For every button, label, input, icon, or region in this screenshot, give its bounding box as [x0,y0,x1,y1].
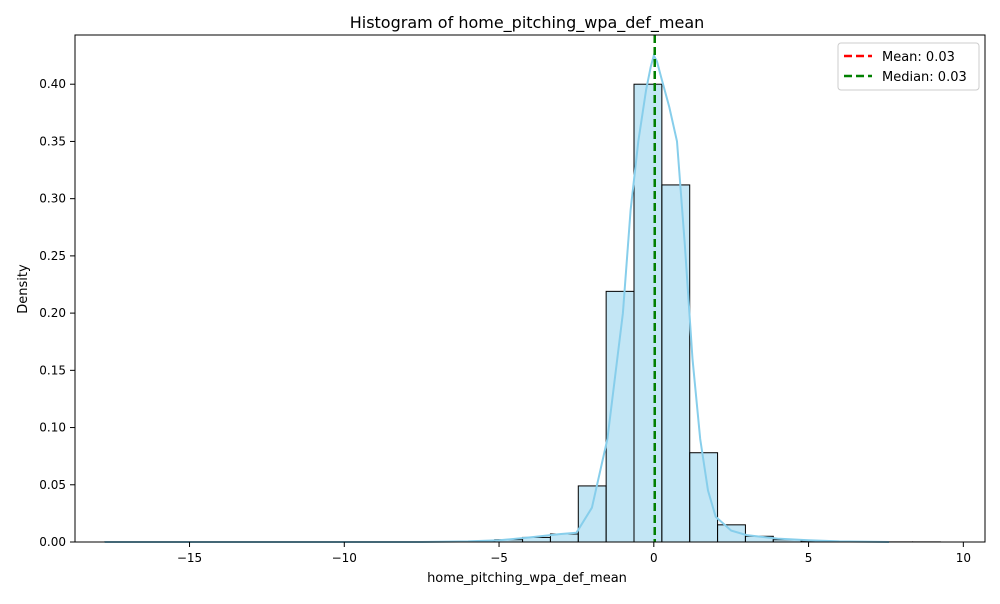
x-tick-label: −5 [490,551,508,565]
legend-mean-label: Mean: 0.03 [882,50,955,65]
legend: Mean: 0.03 Median: 0.03 [838,43,979,90]
x-tick-label: 0 [650,551,658,565]
x-tick-label: −15 [177,551,202,565]
x-tick-label: 10 [956,551,971,565]
legend-median-label: Median: 0.03 [882,70,967,85]
histogram-bar [662,185,690,542]
y-tick-label: 0.00 [39,535,66,549]
y-tick-label: 0.05 [39,478,66,492]
kde-curve [105,56,889,542]
plot-frame [75,35,985,542]
x-tick-label: 5 [805,551,813,565]
x-tick-label: −10 [332,551,357,565]
histogram-bar [634,84,662,542]
x-axis-label: home_pitching_wpa_def_mean [427,571,627,586]
y-tick-label: 0.25 [39,249,66,263]
y-tick-label: 0.20 [39,306,66,320]
y-axis-label: Density [16,264,31,314]
y-axis-ticks: 0.00 0.05 0.10 0.15 0.20 0.25 0.30 0.35 0.40 [39,77,75,549]
histogram-bar [578,486,606,542]
y-tick-label: 0.40 [39,77,66,91]
y-tick-label: 0.15 [39,363,66,377]
y-tick-label: 0.35 [39,134,66,148]
y-tick-label: 0.10 [39,421,66,435]
y-tick-label: 0.30 [39,192,66,206]
histogram-bars [105,84,941,542]
x-axis-ticks: −15 −10 −5 0 5 10 [177,542,971,565]
chart-title: Histogram of home_pitching_wpa_def_mean [350,13,705,33]
kde-layer [105,56,889,542]
